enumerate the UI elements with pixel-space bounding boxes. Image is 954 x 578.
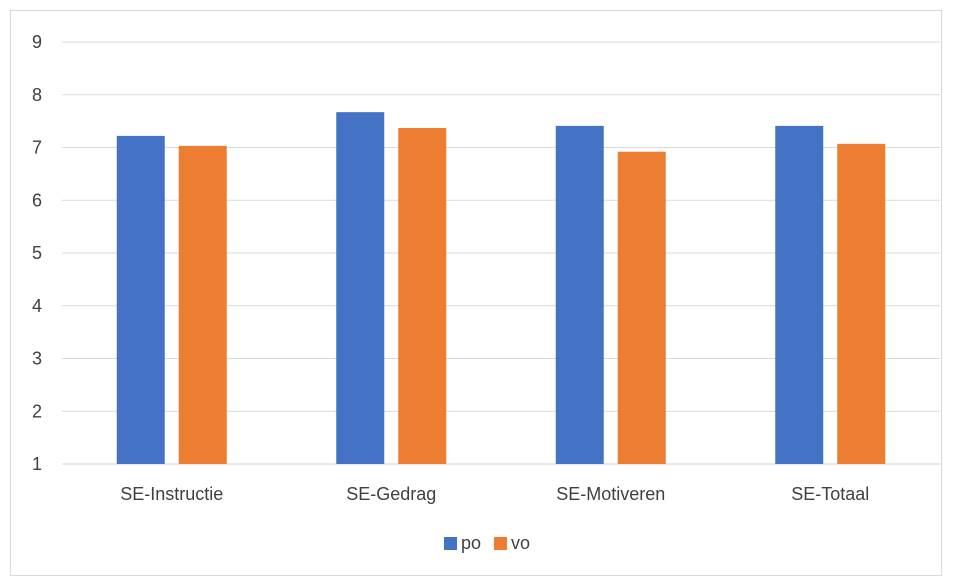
legend-swatch-po — [444, 537, 457, 550]
x-axis-categories: SE-Instructie SE-Gedrag SE-Motiveren SE-Tot… — [120, 484, 869, 504]
x-category-label: SE-Motiveren — [556, 484, 665, 504]
legend: po vo — [444, 533, 530, 553]
y-tick-label: 7 — [32, 138, 42, 158]
bar-po-SE-Instructie — [116, 135, 165, 464]
legend-label-po: po — [461, 533, 481, 553]
y-tick-label: 8 — [32, 85, 42, 105]
bar-vo-SE-Gedrag — [398, 127, 447, 465]
x-category-label: SE-Totaal — [791, 484, 869, 504]
y-tick-label: 9 — [32, 32, 42, 52]
bars — [116, 112, 886, 465]
legend-swatch-vo — [494, 537, 507, 550]
x-category-label: SE-Gedrag — [346, 484, 436, 504]
y-tick-label: 5 — [32, 243, 42, 263]
y-tick-label: 6 — [32, 190, 42, 210]
bar-po-SE-Motiveren — [555, 125, 604, 464]
y-tick-label: 2 — [32, 401, 42, 421]
y-axis-ticks: 1 2 3 4 5 6 7 8 9 — [32, 32, 42, 474]
bar-po-SE-Totaal — [775, 125, 824, 464]
y-tick-label: 4 — [32, 296, 42, 316]
y-tick-label: 3 — [32, 349, 42, 369]
bar-vo-SE-Instructie — [178, 145, 227, 465]
bar-vo-SE-Totaal — [837, 143, 886, 464]
legend-label-vo: vo — [511, 533, 530, 553]
bar-po-SE-Gedrag — [336, 112, 385, 464]
bar-vo-SE-Motiveren — [617, 151, 666, 464]
x-category-label: SE-Instructie — [120, 484, 223, 504]
y-tick-label: 1 — [32, 454, 42, 474]
